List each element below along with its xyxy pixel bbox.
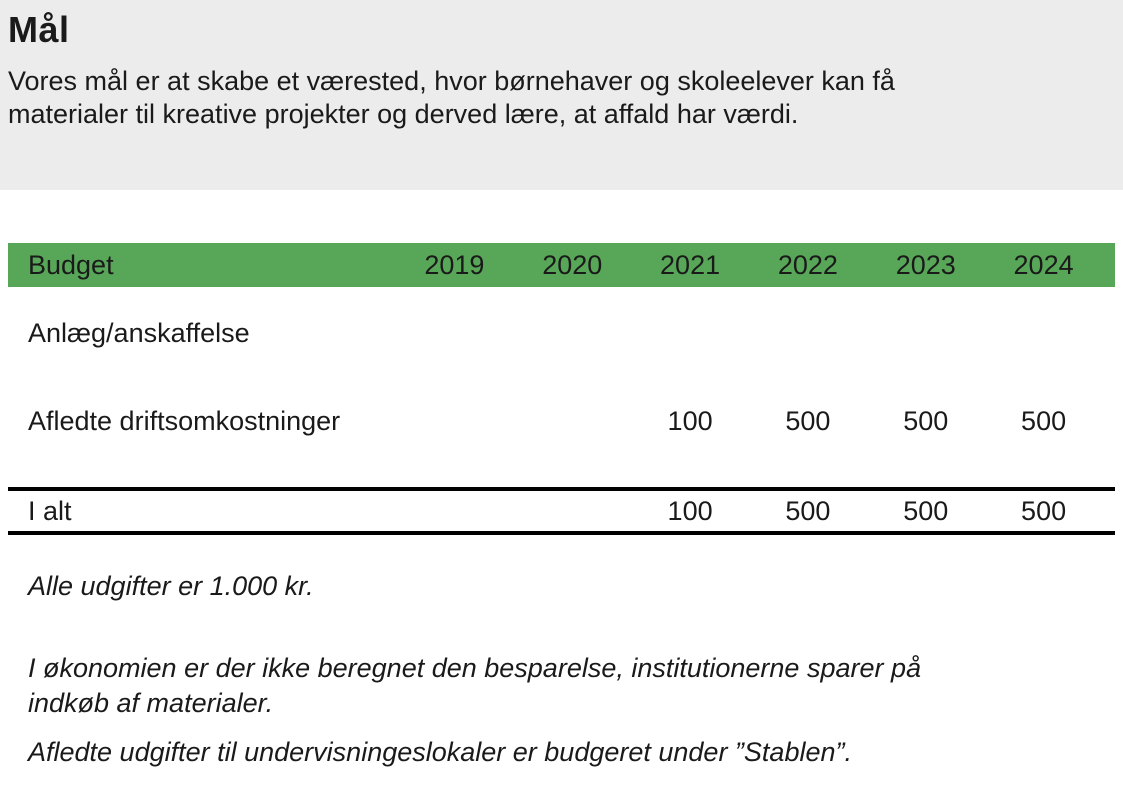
year-header: 2024 [1013, 249, 1074, 280]
row-label: Anlæg/anskaffelse [28, 317, 250, 348]
cell-value: 500 [1021, 405, 1067, 436]
note-savings: I økonomien er der ikke beregnet den bes… [28, 651, 1115, 721]
cell-value: 500 [903, 405, 949, 436]
year-header: 2020 [542, 249, 603, 280]
goal-paragraph: Vores mål er at skabe et værested, hvor … [8, 65, 1095, 131]
year-header: 2023 [895, 249, 956, 280]
cell-value: 100 [667, 405, 713, 436]
note-premises: Afledte udgifter til undervisningeslokal… [28, 737, 852, 767]
note-savings-line: indkøb af materialer. [28, 688, 274, 718]
budget-table-header-row: Budget 2019 2020 2021 2022 2023 2024 [8, 243, 1115, 287]
total-value: 500 [1021, 495, 1067, 526]
total-value: 100 [667, 495, 713, 526]
table-row-total: I alt 100 500 500 500 [8, 487, 1115, 535]
goal-paragraph-line: materialer til kreative projekter og der… [8, 99, 799, 129]
page-title: Mål [8, 9, 70, 50]
cell-value: 500 [785, 405, 831, 436]
total-value: 500 [903, 495, 949, 526]
row-label: Afledte driftsomkostninger [28, 405, 341, 436]
year-header: 2021 [660, 249, 721, 280]
table-row-afledte: Afledte driftsomkostninger 100 500 500 5… [8, 379, 1115, 463]
goal-paragraph-line: Vores mål er at skabe et værested, hvor … [8, 66, 895, 96]
total-value: 500 [785, 495, 831, 526]
footnotes: Alle udgifter er 1.000 kr. I økonomien e… [8, 571, 1115, 767]
table-spacer [8, 463, 1115, 487]
note-unit: Alle udgifter er 1.000 kr. [28, 571, 314, 601]
budget-table: Budget 2019 2020 2021 2022 2023 2024 Anl… [8, 243, 1115, 535]
table-row-anlaeg: Anlæg/anskaffelse [8, 287, 1115, 379]
goal-section: Mål Vores mål er at skabe et værested, h… [0, 0, 1123, 190]
total-label: I alt [28, 495, 72, 526]
budget-header-label: Budget [28, 249, 114, 280]
year-header: 2022 [777, 249, 838, 280]
year-header: 2019 [424, 249, 485, 280]
note-savings-line: I økonomien er der ikke beregnet den bes… [28, 653, 922, 683]
